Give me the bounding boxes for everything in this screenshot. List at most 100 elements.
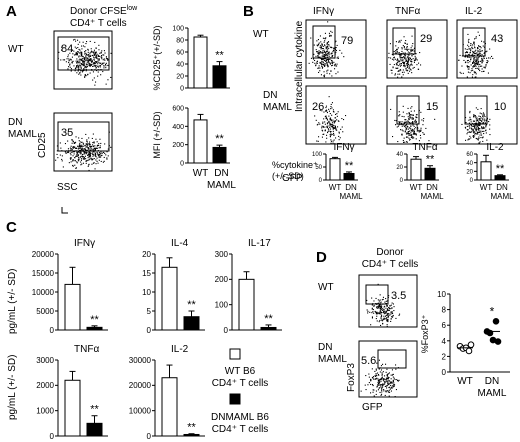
flow-event-dot	[77, 152, 79, 154]
flow-event-dot	[85, 58, 87, 60]
flow-event-dot	[411, 116, 413, 118]
flow-event-dot	[375, 378, 377, 380]
flow-event-dot	[475, 76, 477, 78]
flow-event-dot	[416, 128, 418, 130]
flow-event-dot	[78, 144, 80, 146]
y-tick-label: 1000	[36, 406, 54, 415]
flow-event-dot	[100, 153, 102, 155]
panel-b-flow-plot-tnfa-wt: 29	[386, 19, 448, 79]
flow-event-dot	[318, 53, 320, 55]
flow-event-dot	[379, 306, 381, 308]
flow-event-dot	[420, 130, 422, 132]
flow-event-dot	[413, 50, 415, 52]
flow-event-dot	[477, 50, 479, 52]
bar-wt	[193, 119, 208, 164]
flow-event-dot	[400, 64, 402, 66]
flow-event-dot	[404, 42, 406, 44]
flow-event-dot	[86, 139, 88, 141]
flow-event-dot	[78, 147, 80, 149]
y-tick-label: 6	[442, 321, 447, 330]
flow-event-dot	[320, 51, 322, 53]
flow-dots	[366, 283, 401, 327]
flow-event-dot	[382, 384, 384, 386]
flow-event-dot	[322, 59, 324, 61]
x-category-label: DN	[496, 183, 508, 192]
flow-event-dot	[83, 143, 85, 145]
y-tick-label: 15	[142, 269, 151, 278]
flow-event-dot	[62, 59, 64, 61]
flow-event-dot	[479, 116, 481, 118]
flow-event-dot	[476, 117, 478, 119]
flow-event-dot	[322, 126, 324, 128]
flow-event-dot	[326, 60, 328, 62]
flow-event-dot	[334, 125, 336, 127]
flow-event-dot	[341, 126, 343, 128]
flow-event-dot	[374, 378, 376, 380]
flow-event-dot	[482, 122, 484, 124]
flow-event-dot	[378, 368, 380, 370]
flow-event-dot	[89, 154, 91, 156]
y-tick-label: 60	[176, 49, 184, 56]
flow-event-dot	[82, 162, 84, 164]
flow-event-dot	[87, 60, 89, 62]
y-tick-label: 0	[442, 368, 447, 377]
flow-event-dot	[96, 147, 98, 149]
flow-event-dot	[76, 72, 78, 74]
flow-event-dot	[475, 118, 477, 120]
flow-event-dot	[336, 119, 338, 121]
flow-event-dot	[408, 134, 410, 136]
flow-event-dot	[382, 385, 384, 387]
flow-event-dot	[470, 124, 472, 126]
flow-event-dot	[388, 307, 390, 309]
flow-event-dot	[380, 324, 382, 326]
flow-event-dot	[87, 148, 89, 150]
flow-event-dot	[402, 74, 404, 76]
flow-event-dot	[474, 128, 476, 130]
flow-event-dot	[89, 149, 91, 151]
flow-event-dot	[404, 65, 406, 67]
flow-event-dot	[83, 63, 85, 65]
chart-title: TNFα	[412, 142, 437, 153]
flow-event-dot	[336, 113, 338, 115]
flow-event-dot	[480, 137, 482, 139]
flow-event-dot	[384, 383, 386, 385]
y-tick-label: 3000	[36, 356, 54, 365]
flow-event-dot	[411, 114, 413, 116]
y-tick-label: 0	[319, 178, 323, 184]
flow-event-dot	[99, 147, 101, 149]
flow-event-dot	[81, 163, 83, 165]
flow-event-dot	[321, 110, 323, 112]
panel-a-gate-dn	[57, 121, 110, 152]
panel-d-gate-value-dn: 5.6	[361, 355, 376, 367]
flow-event-dot	[420, 64, 422, 66]
flow-event-dot	[477, 139, 479, 141]
flow-event-dot	[409, 57, 411, 59]
flow-event-dot	[392, 376, 394, 378]
panel-a-letter: A	[6, 3, 17, 20]
flow-event-dot	[330, 35, 332, 37]
flow-event-dot	[80, 59, 82, 61]
flow-event-dot	[95, 66, 97, 68]
flow-event-dot	[468, 125, 470, 127]
legend-dn-line2: CD4⁺ T cells	[212, 424, 269, 435]
flow-event-dot	[325, 54, 327, 56]
flow-event-dot	[413, 47, 415, 49]
flow-event-dot	[400, 124, 402, 126]
flow-event-dot	[78, 65, 80, 67]
flow-event-dot	[418, 62, 420, 64]
flow-event-dot	[379, 391, 381, 393]
flow-event-dot	[396, 48, 398, 50]
flow-event-dot	[408, 112, 410, 114]
flow-event-dot	[103, 65, 105, 67]
flow-event-dot	[375, 373, 377, 375]
flow-event-dot	[87, 159, 89, 161]
flow-event-dot	[69, 66, 71, 68]
flow-event-dot	[389, 386, 391, 388]
flow-event-dot	[399, 313, 401, 315]
flow-event-dot	[470, 121, 472, 123]
flow-event-dot	[329, 134, 331, 136]
flow-event-dot	[475, 36, 477, 38]
flow-event-dot	[386, 387, 388, 389]
panel-b-row-label-wt: WT	[253, 29, 269, 40]
